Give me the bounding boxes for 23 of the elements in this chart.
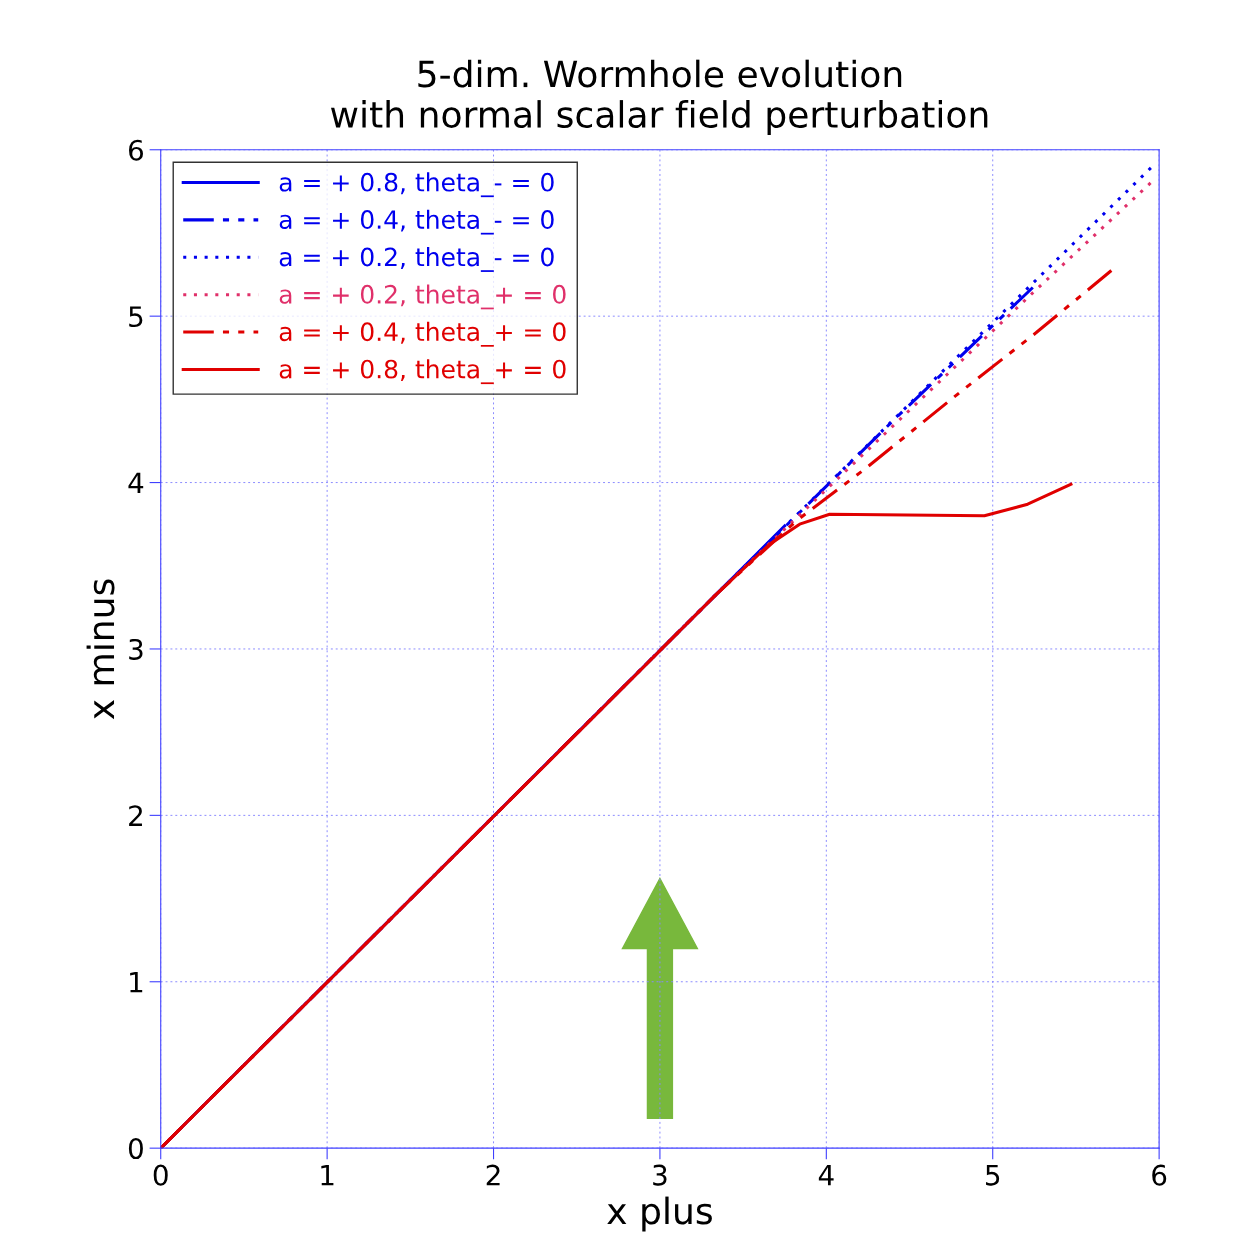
y-tick-label: 5 xyxy=(129,306,143,328)
y-tick-label: 4 xyxy=(128,472,144,494)
chart-title: 5-dim. Wormhole evolution with normal scalar field perturbation xyxy=(331,59,988,136)
x-axis-title: x plus xyxy=(607,1196,712,1232)
y-tick-label: 0 xyxy=(128,1138,143,1160)
x-tick-label: 2 xyxy=(486,1164,500,1186)
y-axis-title: x minus xyxy=(86,579,115,720)
x-tick-label: 4 xyxy=(818,1164,834,1186)
y-tick-label: 1 xyxy=(130,972,143,993)
legend-label: a = + 0.2, theta_- = 0 xyxy=(279,247,554,272)
legend-label: a = + 0.8, theta_- = 0 xyxy=(279,172,554,198)
y-tick-label: 3 xyxy=(129,638,143,660)
x-tick-label: 3 xyxy=(653,1164,667,1186)
y-tick-label: 2 xyxy=(129,805,142,826)
legend-label: a = + 0.4, theta_- = 0 xyxy=(279,209,554,235)
legend-label: a = + 0.2, theta_+ = 0 xyxy=(279,284,566,310)
x-tick-label: 0 xyxy=(153,1164,168,1186)
x-tick-label: 6 xyxy=(1152,1164,1167,1186)
x-tick-label: 1 xyxy=(321,1164,334,1186)
legend-label: a = + 0.8, theta_+ = 0 xyxy=(279,359,566,385)
x-tick-label: 5 xyxy=(986,1164,1000,1186)
y-tick-label: 6 xyxy=(129,139,143,161)
legend-label: a = + 0.4, theta_+ = 0 xyxy=(279,321,566,347)
